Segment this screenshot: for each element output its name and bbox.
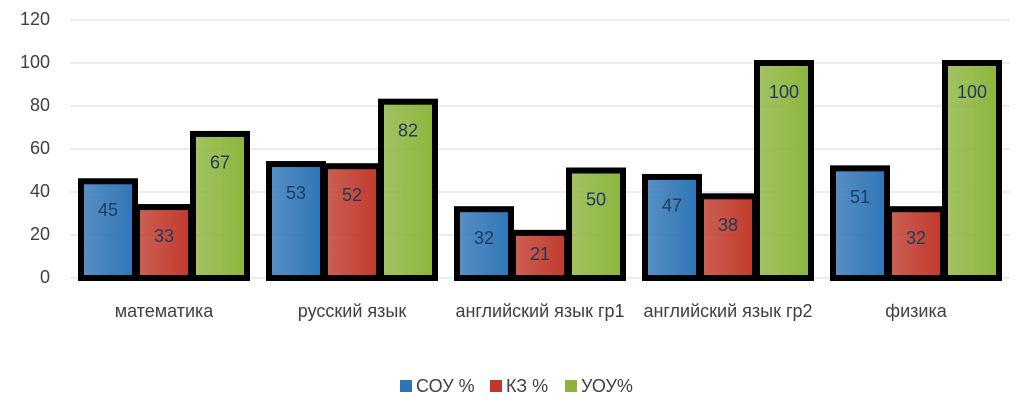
x-tick-label: математика	[114, 301, 214, 321]
bar	[566, 167, 626, 281]
data-label: 33	[154, 226, 174, 246]
data-label: 50	[586, 189, 606, 209]
bar	[830, 165, 890, 282]
y-tick-label: 120	[20, 9, 50, 29]
data-label: 52	[342, 185, 362, 205]
y-tick-label: 20	[30, 224, 50, 244]
data-label: 67	[210, 153, 230, 173]
legend-label: СОУ %	[416, 376, 475, 396]
data-label: 21	[530, 244, 550, 264]
bar	[190, 130, 250, 281]
x-tick-label: физика	[885, 301, 947, 321]
x-tick-label: английский язык гр1	[455, 301, 625, 321]
bar	[942, 60, 1002, 281]
x-tick-label: английский язык гр2	[643, 301, 813, 321]
data-label: 32	[474, 228, 494, 248]
legend-swatch	[565, 380, 577, 392]
data-label: 100	[957, 82, 987, 102]
bar	[378, 98, 438, 281]
data-label: 45	[98, 200, 118, 220]
data-label: 32	[906, 228, 926, 248]
bar	[134, 204, 194, 281]
data-label: 38	[718, 215, 738, 235]
y-tick-label: 100	[20, 52, 50, 72]
data-label: 100	[769, 82, 799, 102]
bar	[322, 163, 382, 281]
data-label: 53	[286, 183, 306, 203]
legend-label: КЗ %	[506, 376, 548, 396]
y-tick-label: 0	[40, 267, 50, 287]
bar	[266, 161, 326, 281]
data-label: 51	[850, 187, 870, 207]
data-label: 82	[398, 120, 418, 140]
legend-label: УОУ%	[581, 376, 633, 396]
bar	[698, 193, 758, 281]
y-tick-label: 40	[30, 181, 50, 201]
legend-swatch	[400, 380, 412, 392]
legend-swatch	[490, 380, 502, 392]
y-tick-label: 80	[30, 95, 50, 115]
x-tick-label: русский язык	[297, 301, 407, 321]
bar	[510, 229, 570, 282]
y-tick-label: 60	[30, 138, 50, 158]
data-label: 47	[662, 196, 682, 216]
bar	[78, 178, 138, 281]
bar	[642, 173, 702, 281]
bar	[754, 60, 814, 281]
